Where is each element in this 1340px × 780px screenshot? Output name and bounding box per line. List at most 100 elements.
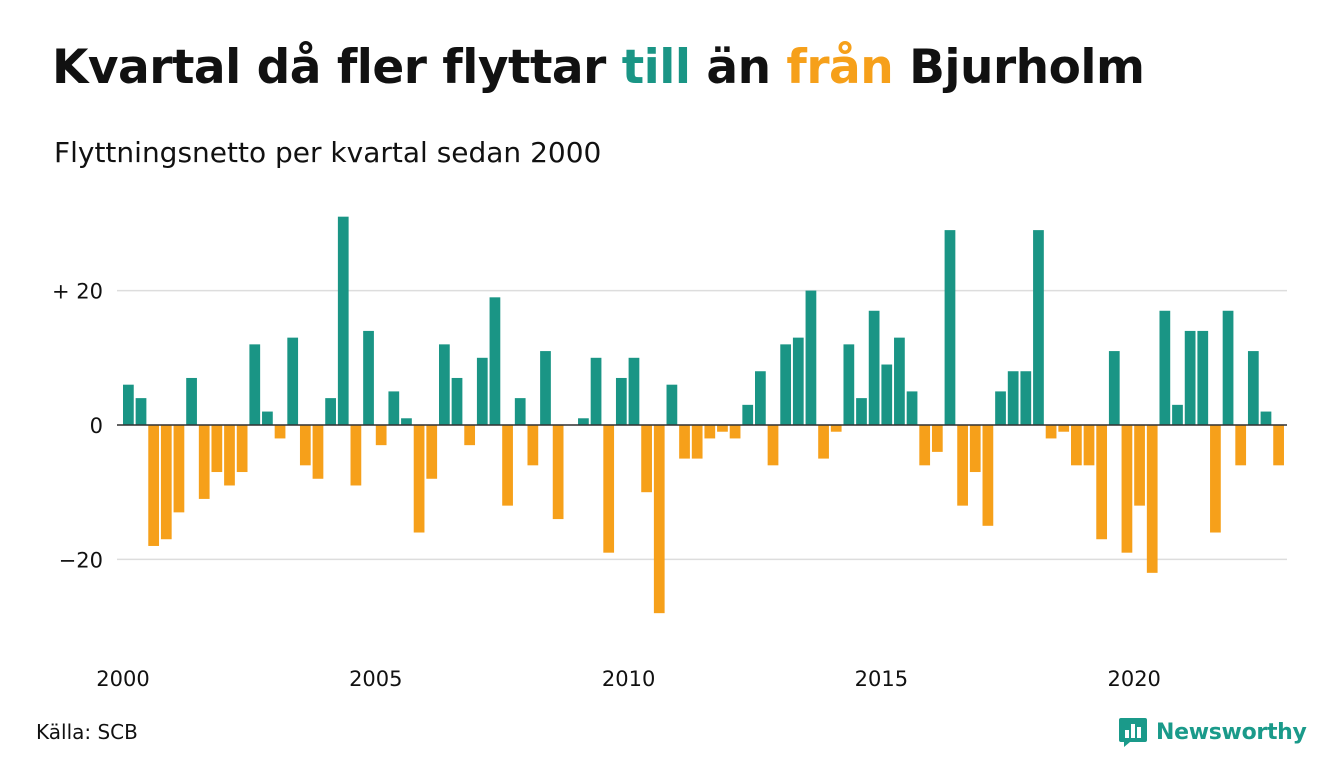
bar-positive [325,398,336,425]
bar-positive [995,391,1006,425]
bar-positive [856,398,867,425]
bar-negative [1045,425,1057,439]
bar-negative [969,425,981,473]
bar-negative [426,425,438,479]
title-word-till: till [621,40,691,95]
bar-negative [375,425,387,446]
bar-positive [881,364,893,425]
bar-negative [1146,425,1158,573]
bar-negative [957,425,968,506]
bar-positive [262,411,273,425]
bar-positive [590,357,602,425]
bar-positive [615,377,627,425]
chart-subtitle: Flyttningsnetto per kvartal sedan 2000 [54,136,602,169]
bar-positive [1247,351,1259,425]
bar-negative [274,425,286,439]
bar-positive [540,351,551,425]
bar-positive [1260,411,1272,425]
bar-positive [186,377,197,425]
bar-negative [919,425,931,466]
bar-positive [451,377,463,425]
bar-positive [1108,351,1120,425]
bar-negative [1083,425,1095,466]
bar-positive [439,344,450,425]
bar-positive [805,290,817,425]
x-tick-label: 2005 [349,667,402,691]
bar-negative [653,425,665,614]
newsworthy-chart-icon [1119,718,1147,747]
logo-text: Newsworthy [1156,719,1307,745]
source-note: Källa: SCB [36,720,138,744]
bar-negative [198,425,210,499]
bar-positive [401,418,412,425]
bar-positive [1184,330,1196,425]
bar-negative [173,425,185,513]
bar-positive [780,344,792,425]
bar-negative [1071,425,1082,466]
bar-negative [691,425,703,459]
bar-negative [464,425,476,446]
bar-positive [123,384,134,425]
bar-positive [628,357,640,425]
bar-positive [894,337,905,425]
bar-negative [830,425,842,432]
bar-positive [135,398,147,425]
bar-positive [476,357,488,425]
bar-negative [224,425,235,486]
bar-negative [527,425,539,466]
bar-positive [578,418,589,425]
bar-positive [1222,310,1234,425]
bar-negative [413,425,425,533]
bar-positive [1197,330,1209,425]
bar-negative [1273,425,1284,466]
bar-positive [1020,371,1032,425]
bar-negative [1210,425,1221,533]
bar-negative [552,425,564,520]
bar-negative [148,425,160,546]
title-part-1: Kvartal då fler flyttar [52,40,622,95]
bar-negative [717,425,728,432]
bar-negative [160,425,172,540]
bar-negative [679,425,690,459]
bar-negative [1235,425,1247,466]
bar-negative [931,425,943,452]
bar-negative [641,425,652,493]
bar-negative [236,425,248,473]
bar-negative [1121,425,1133,553]
bar-negative [502,425,513,506]
x-tick-label: 2015 [855,667,908,691]
y-tick-label: + 20 [52,280,103,304]
title-part-5: Bjurholm [893,40,1145,95]
bar-negative [704,425,716,439]
bar-positive [742,404,754,425]
bar-positive [388,391,400,425]
bar-positive [337,216,349,425]
bar-negative [312,425,324,479]
x-tick-label: 2000 [96,667,149,691]
x-tick-label: 2010 [602,667,655,691]
bar-positive [249,344,261,425]
bar-positive [514,398,526,425]
title-word-fran: från [786,40,894,95]
bar-positive [1159,310,1171,425]
bar-positive [906,391,918,425]
bar-positive [287,337,299,425]
bar-positive [1033,230,1044,425]
bar-negative [1058,425,1070,432]
bar-negative [211,425,223,473]
bar-positive [1172,404,1183,425]
bar-positive [843,344,855,425]
bar-positive [363,330,374,425]
bar-negative [603,425,615,553]
bar-positive [489,297,501,425]
bar-negative [729,425,741,439]
newsworthy-logo: Newsworthy [1118,712,1307,752]
y-tick-label: −20 [59,548,103,572]
bar-positive [755,371,766,425]
bar-negative [299,425,311,466]
bar-negative [982,425,994,526]
bar-negative [818,425,829,459]
bar-negative [1096,425,1108,540]
bar-positive [792,337,804,425]
